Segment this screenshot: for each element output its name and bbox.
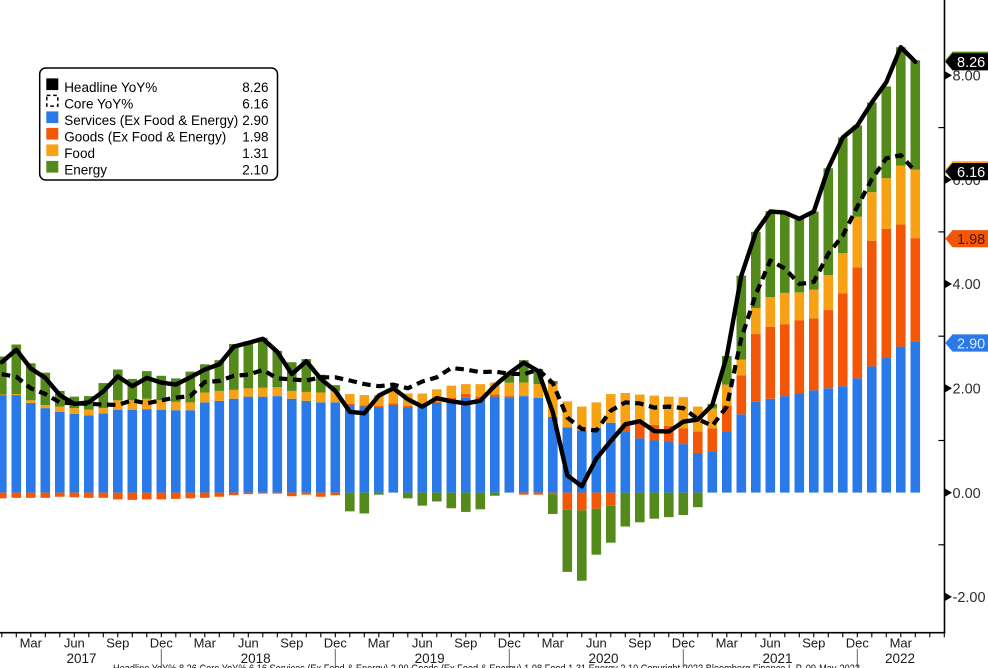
svg-text:Mar: Mar [716, 636, 739, 651]
svg-text:1.98: 1.98 [957, 232, 985, 248]
svg-text:Dec: Dec [846, 636, 870, 651]
svg-text:2017: 2017 [66, 651, 96, 666]
svg-text:Dec: Dec [150, 636, 174, 651]
svg-text:Dec: Dec [324, 636, 348, 651]
svg-text:Headline YoY%: Headline YoY% [64, 80, 157, 95]
svg-text:Sep: Sep [106, 636, 129, 651]
svg-text:Mar: Mar [368, 636, 391, 651]
svg-text:8.26: 8.26 [957, 55, 985, 71]
svg-text:Jun: Jun [412, 636, 433, 651]
svg-text:2.00: 2.00 [953, 382, 981, 398]
svg-text:Goods (Ex Food & Energy): Goods (Ex Food & Energy) [64, 130, 226, 145]
svg-text:6.16: 6.16 [242, 97, 268, 112]
svg-text:Dec: Dec [672, 636, 696, 651]
svg-text:4.00: 4.00 [953, 277, 981, 293]
svg-text:1.31: 1.31 [242, 146, 268, 161]
svg-text:6.16: 6.16 [957, 165, 985, 181]
svg-text:Jun: Jun [238, 636, 259, 651]
svg-text:Jun: Jun [64, 636, 85, 651]
svg-text:2022: 2022 [885, 651, 915, 666]
svg-text:-2.00: -2.00 [953, 590, 986, 606]
svg-text:Mar: Mar [20, 636, 43, 651]
svg-text:Core YoY%: Core YoY% [64, 97, 133, 112]
svg-text:Jun: Jun [586, 636, 607, 651]
svg-text:0.00: 0.00 [953, 486, 981, 502]
svg-text:2.10: 2.10 [242, 163, 268, 178]
svg-text:2020: 2020 [588, 651, 618, 666]
svg-text:8.26: 8.26 [242, 80, 268, 95]
svg-text:8.00: 8.00 [953, 69, 981, 85]
svg-text:Food: Food [64, 146, 95, 161]
svg-text:Energy: Energy [64, 163, 107, 178]
svg-text:2019: 2019 [415, 651, 445, 666]
svg-text:Services (Ex Food & Energy): Services (Ex Food & Energy) [64, 113, 238, 128]
svg-text:Sep: Sep [280, 636, 303, 651]
svg-text:2018: 2018 [241, 651, 271, 666]
svg-text:Mar: Mar [890, 636, 913, 651]
svg-text:2.90: 2.90 [957, 336, 985, 352]
svg-text:Sep: Sep [628, 636, 651, 651]
svg-text:1.98: 1.98 [242, 130, 268, 145]
svg-text:Dec: Dec [498, 636, 522, 651]
svg-text:2.90: 2.90 [242, 113, 268, 128]
svg-text:Mar: Mar [194, 636, 217, 651]
svg-text:2021: 2021 [762, 651, 792, 666]
svg-text:Mar: Mar [542, 636, 565, 651]
svg-text:Jun: Jun [760, 636, 781, 651]
svg-text:Sep: Sep [454, 636, 477, 651]
svg-text:Headline YoY% 8.26 Core YoY%: Headline YoY% 8.26 Core YoY% 6.16 Servic… [113, 663, 860, 668]
svg-text:Sep: Sep [802, 636, 825, 651]
